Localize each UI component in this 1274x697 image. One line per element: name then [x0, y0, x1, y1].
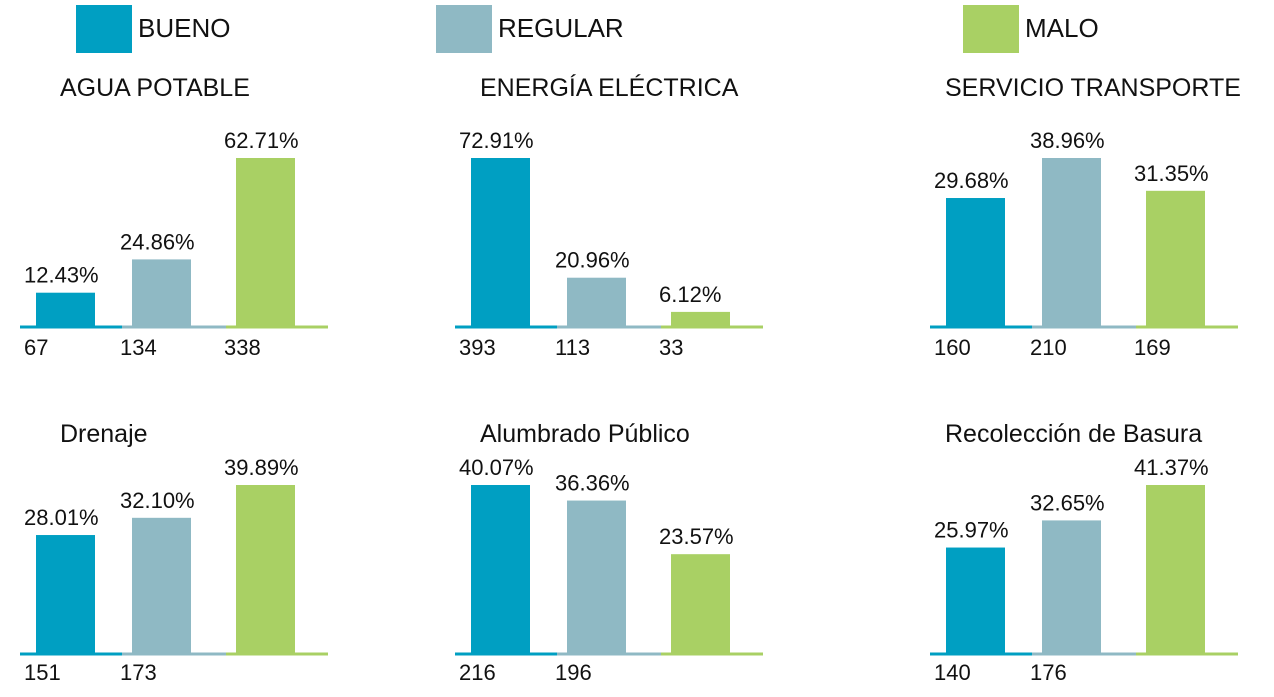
count-label: 113	[555, 335, 590, 360]
value-label: 40.07%	[459, 455, 534, 480]
bar	[236, 485, 295, 653]
legend-swatch	[436, 5, 492, 53]
count-label: 151	[24, 660, 61, 685]
bar	[567, 500, 626, 653]
bar	[946, 198, 1005, 326]
bar	[1042, 158, 1101, 326]
bar	[671, 554, 730, 653]
chart-title: AGUA POTABLE	[60, 74, 250, 102]
bar	[471, 485, 530, 653]
value-label: 25.97%	[934, 518, 1009, 543]
count-label: 33	[659, 335, 683, 360]
value-label: 23.57%	[659, 524, 734, 549]
legend-label: REGULAR	[498, 13, 624, 43]
value-label: 62.71%	[224, 128, 299, 153]
bar	[1042, 520, 1101, 653]
bar	[36, 535, 95, 653]
bar	[1146, 485, 1205, 653]
count-label: 134	[120, 335, 157, 360]
count-label: 393	[459, 335, 496, 360]
value-label: 36.36%	[555, 471, 630, 496]
bar	[471, 158, 530, 326]
value-label: 31.35%	[1134, 161, 1209, 186]
count-label: 176	[1030, 660, 1067, 685]
value-label: 72.91%	[459, 128, 534, 153]
bar	[236, 158, 295, 326]
legend-label: BUENO	[138, 13, 230, 43]
bar	[36, 292, 95, 326]
value-label: 6.12%	[659, 282, 721, 307]
chart-title: Drenaje	[60, 420, 148, 448]
chart-title: SERVICIO TRANSPORTE	[945, 74, 1241, 102]
legend-swatch	[76, 5, 132, 53]
chart-title: Alumbrado Público	[480, 420, 690, 448]
value-label: 41.37%	[1134, 455, 1209, 480]
value-label: 32.65%	[1030, 490, 1105, 515]
value-label: 20.96%	[555, 248, 630, 273]
value-label: 24.86%	[120, 229, 195, 254]
bar	[946, 547, 1005, 653]
count-label: 140	[934, 660, 971, 685]
value-label: 29.68%	[934, 168, 1009, 193]
value-label: 28.01%	[24, 505, 99, 530]
value-label: 39.89%	[224, 455, 299, 480]
chart-title: ENERGÍA ELÉCTRICA	[480, 73, 739, 102]
count-label: 210	[1030, 335, 1067, 360]
count-label: 160	[934, 335, 971, 360]
chart-title: Recolección de Basura	[945, 420, 1202, 448]
bar	[1146, 190, 1205, 326]
legend-label: MALO	[1025, 13, 1099, 43]
count-label: 169	[1134, 335, 1171, 360]
value-label: 32.10%	[120, 488, 195, 513]
value-label: 12.43%	[24, 263, 99, 288]
count-label: 216	[459, 660, 496, 685]
count-label: 196	[555, 660, 592, 685]
legend-swatch	[963, 5, 1019, 53]
count-label: 67	[24, 335, 48, 360]
bar	[567, 277, 626, 326]
value-label: 38.96%	[1030, 128, 1105, 153]
bar	[671, 311, 730, 326]
bar	[132, 259, 191, 326]
bar	[132, 517, 191, 653]
count-label: 173	[120, 660, 157, 685]
count-label: 338	[224, 335, 261, 360]
